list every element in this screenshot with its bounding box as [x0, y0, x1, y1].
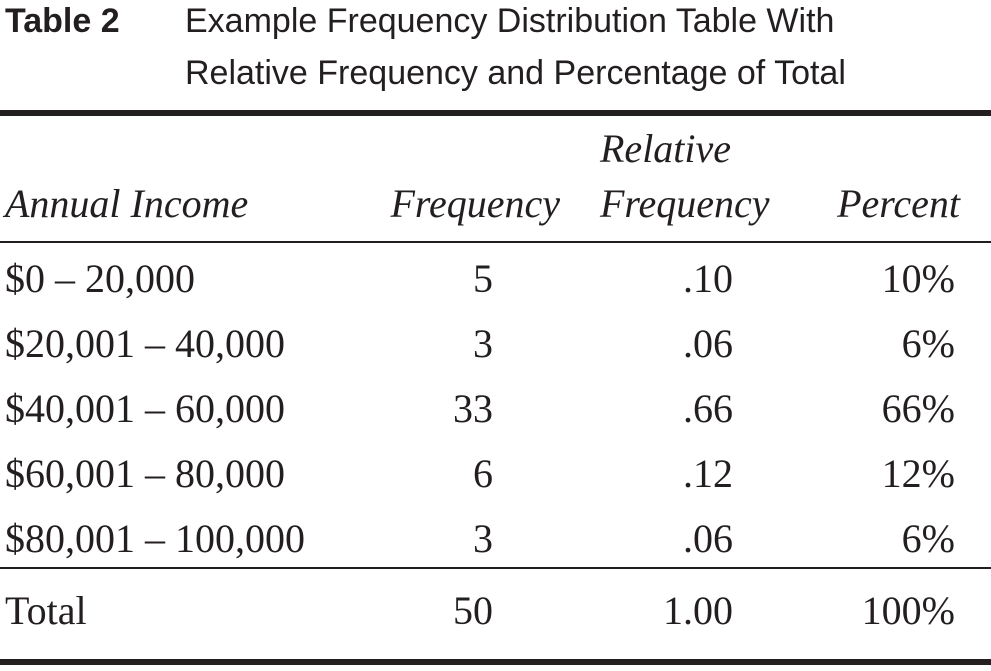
- table-cell: 10%: [882, 256, 955, 301]
- table-cell: $0 – 20,000: [5, 256, 195, 301]
- table-cell: $20,001 – 40,000: [5, 321, 285, 366]
- total-cell: 50: [453, 588, 493, 633]
- table-cell: .12: [683, 451, 733, 496]
- table-cell: $60,001 – 80,000: [5, 451, 285, 496]
- column-header: Annual Income: [2, 181, 248, 226]
- table-cell: 66%: [882, 386, 955, 431]
- bottom-rule: [0, 659, 991, 665]
- table-cell: 6: [473, 451, 493, 496]
- table-cell: 6%: [902, 516, 955, 561]
- table-cell: 33: [453, 386, 493, 431]
- table-cell: .10: [683, 256, 733, 301]
- table-cell: $80,001 – 100,000: [5, 516, 305, 561]
- column-header: Frequency: [599, 181, 770, 226]
- table-label: Table 2: [5, 2, 120, 40]
- table-title: Example Frequency Distribution Table Wit…: [185, 2, 834, 40]
- table-cell: 3: [473, 321, 493, 366]
- column-header: Relative: [599, 126, 731, 171]
- column-header: Frequency: [389, 181, 560, 226]
- table-title: Relative Frequency and Percentage of Tot…: [185, 54, 846, 92]
- top-rule: [0, 110, 991, 116]
- column-header: Percent: [836, 181, 961, 226]
- table-cell: .06: [683, 321, 733, 366]
- table-cell: 5: [473, 256, 493, 301]
- total-rule: [0, 567, 991, 569]
- total-cell: 100%: [862, 588, 955, 633]
- table-cell: $40,001 – 60,000: [5, 386, 285, 431]
- table-cell: .06: [683, 516, 733, 561]
- header-rule: [0, 241, 991, 243]
- total-cell: Total: [5, 588, 87, 633]
- table-cell: .66: [683, 386, 733, 431]
- table-cell: 12%: [882, 451, 955, 496]
- table-cell: 6%: [902, 321, 955, 366]
- total-cell: 1.00: [663, 588, 733, 633]
- table-cell: 3: [473, 516, 493, 561]
